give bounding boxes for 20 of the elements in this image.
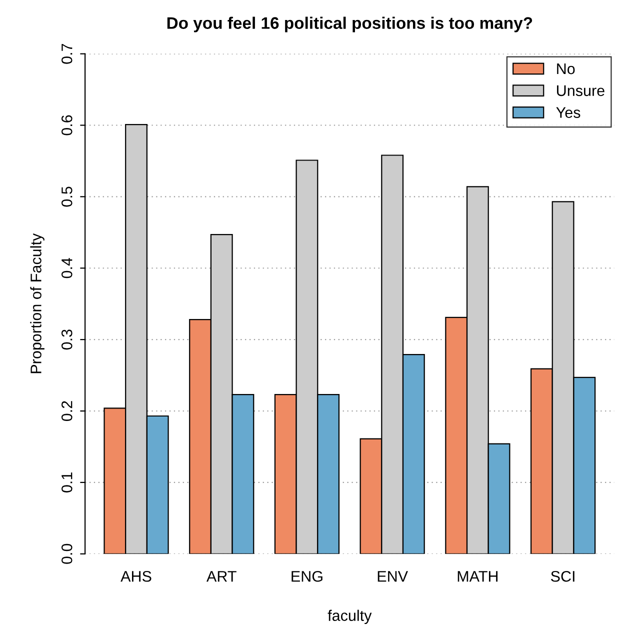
legend-label: No [557, 64, 575, 74]
x-tick-label: ENG [292, 570, 322, 582]
x-tick-label: SCI [550, 570, 574, 582]
y-tick-label: 0.6 [61, 115, 72, 136]
x-tick-label: AHS [120, 570, 152, 582]
y-tick-label: 0.4 [61, 258, 72, 278]
legend-label: Unsure [557, 85, 604, 96]
x-axis-title: faculty [328, 610, 372, 624]
y-axis-title: Proportion of Faculty [30, 233, 44, 374]
x-tick-label: MATH [458, 571, 498, 582]
x-tick-label: ENV [378, 571, 408, 582]
x-tick-label: ART [206, 571, 236, 582]
y-tick-label: 0.3 [61, 330, 72, 350]
legend-label: Yes [556, 107, 580, 118]
y-tick-label: 0.2 [61, 401, 72, 422]
y-tick-label: 0.0 [61, 544, 72, 564]
y-tick-label: 0.5 [61, 186, 72, 207]
y-tick-label: 0.1 [61, 472, 72, 492]
chart-title: Do you feel 16 political positions is too many? [167, 16, 532, 32]
y-tick-label: 0.7 [61, 44, 72, 64]
